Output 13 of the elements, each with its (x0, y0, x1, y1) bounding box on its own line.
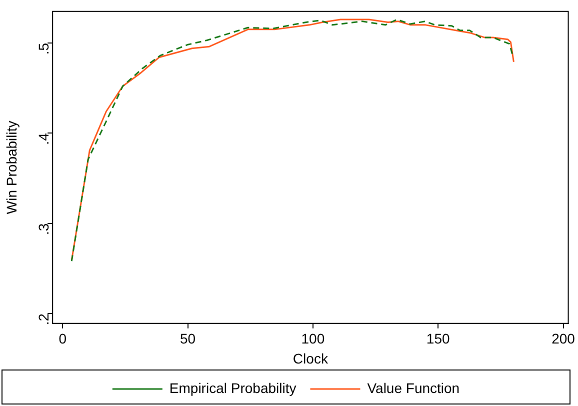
x-tick-label: 200 (552, 330, 576, 347)
x-tick-label: 100 (301, 330, 325, 347)
legend-label: Empirical Probability (169, 380, 296, 396)
y-tick-label: .4 (35, 132, 52, 145)
legend-label: Value Function (367, 380, 460, 396)
x-axis-title: Clock (292, 350, 329, 366)
y-axis-title: Win Probability (3, 120, 20, 214)
x-tick-label: 50 (180, 330, 196, 347)
y-tick-label: .5 (35, 42, 52, 55)
y-tick-label: .3 (35, 223, 52, 235)
x-tick-label: 0 (58, 330, 67, 347)
y-tick-label: .2 (35, 313, 52, 326)
x-tick-label: 150 (426, 330, 450, 347)
